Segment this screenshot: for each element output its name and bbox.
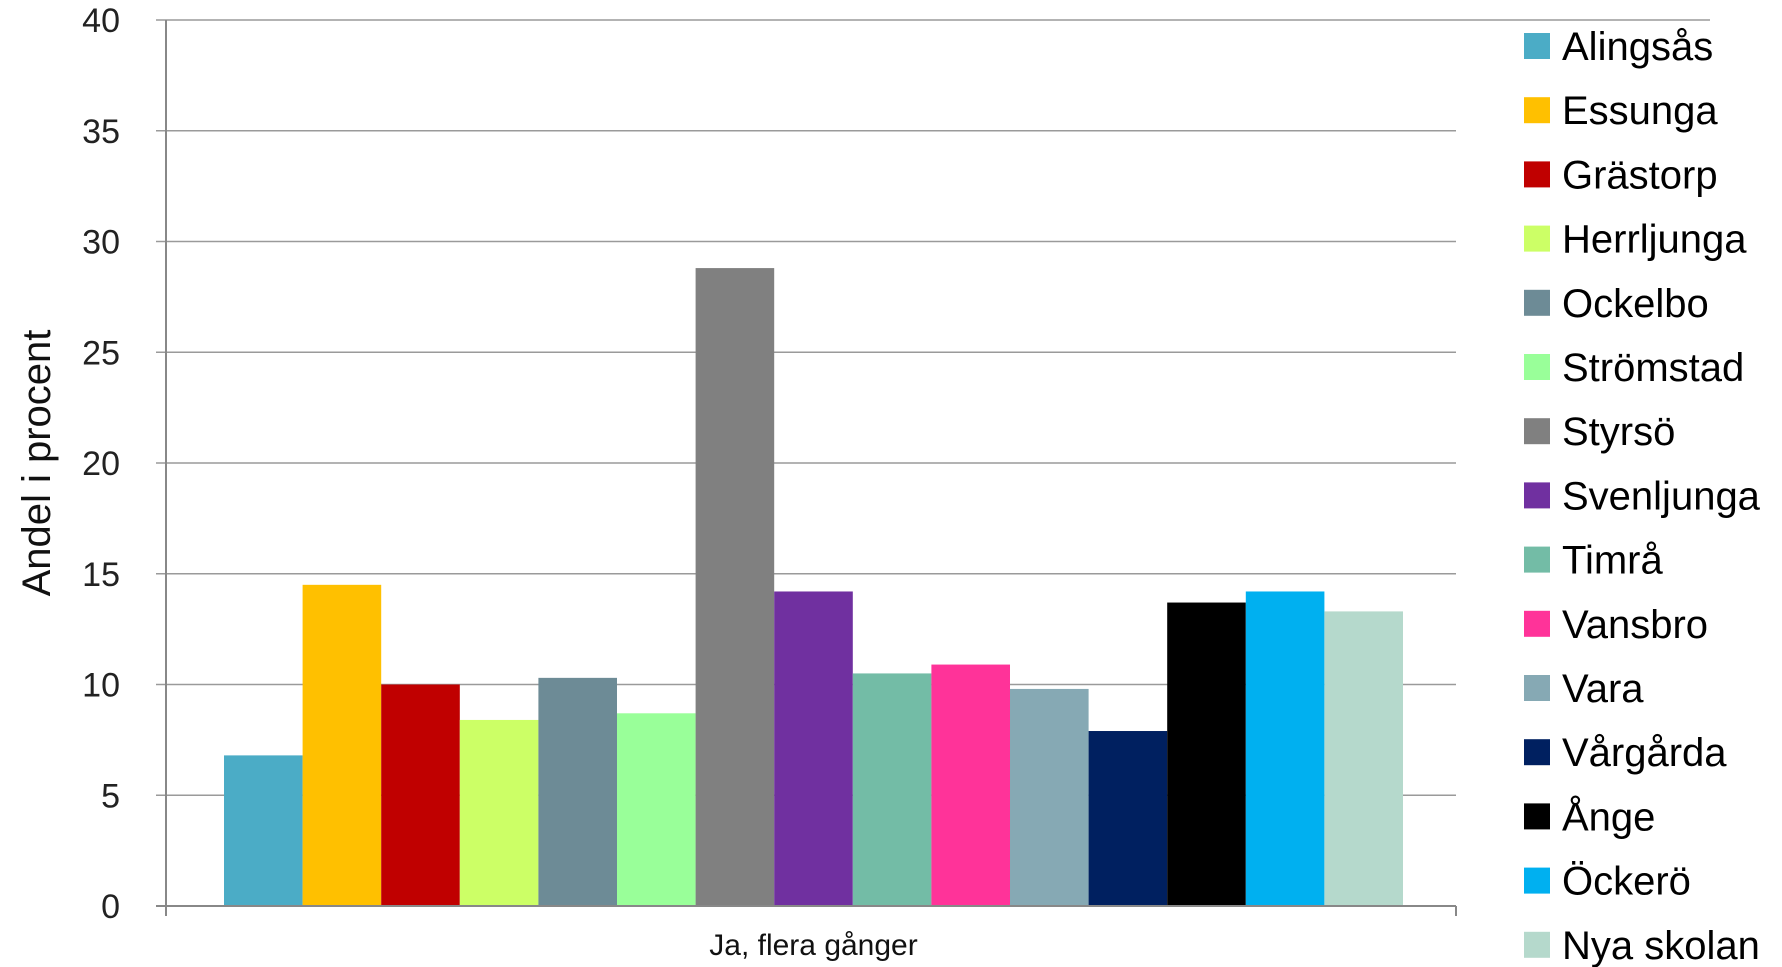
bar-svenljunga <box>774 591 853 906</box>
legend-swatch <box>1524 225 1550 252</box>
bar-herrljunga <box>459 719 539 906</box>
y-tick-label: 30 <box>82 224 120 262</box>
bar-strömstad <box>617 713 696 906</box>
x-category-label: Ja, flera gånger <box>709 929 917 962</box>
legend-swatch <box>1524 482 1550 509</box>
legend-label: Öckerö <box>1562 860 1691 904</box>
legend-swatch <box>1524 675 1550 701</box>
legend-label: Styrsö <box>1562 410 1675 454</box>
bar-grästorp <box>381 684 460 906</box>
legend-swatch <box>1524 97 1550 124</box>
bar-alingsås <box>224 755 303 906</box>
y-tick-label: 5 <box>101 777 120 815</box>
bar-ånge <box>1167 602 1246 906</box>
legend-label: Essunga <box>1562 89 1718 133</box>
bar-ockelbo <box>538 677 617 906</box>
legend-label: Alingsås <box>1562 25 1713 69</box>
legend-label: Vårgårda <box>1562 731 1727 775</box>
bar-styrsö <box>695 268 775 907</box>
legend-label: Nya skolan <box>1562 924 1760 967</box>
legend-label: Timrå <box>1562 539 1663 583</box>
y-tick-label: 15 <box>82 556 120 594</box>
legend-swatch <box>1524 610 1550 637</box>
y-tick-label: 10 <box>82 667 120 705</box>
legend-label: Vansbro <box>1562 603 1708 647</box>
legend-swatch <box>1524 354 1550 380</box>
legend-label: Ånge <box>1562 794 1655 839</box>
legend-swatch <box>1524 931 1550 958</box>
legend-label: Strömstad <box>1562 346 1744 390</box>
y-tick-label: 40 <box>82 2 120 40</box>
y-tick-labels: 0 5 10 15 20 25 30 35 40 <box>82 2 120 926</box>
legend-label: Ockelbo <box>1562 282 1709 326</box>
legend-swatch <box>1524 739 1550 766</box>
bar-vårgårda <box>1088 731 1168 906</box>
y-tick-label: 0 <box>101 888 120 926</box>
legend-swatch <box>1524 33 1550 59</box>
y-tick-label: 20 <box>82 445 120 483</box>
bar-timrå <box>852 673 932 906</box>
legend-swatch <box>1524 867 1550 894</box>
legend-label: Grästorp <box>1562 153 1718 197</box>
y-tick-label: 25 <box>82 334 120 372</box>
bars <box>224 268 1403 907</box>
axes <box>156 20 1457 916</box>
y-axis-title: Andel i procent <box>15 330 59 597</box>
bar-nya-skolan <box>1324 611 1403 906</box>
legend-swatch <box>1524 546 1550 573</box>
legend-swatch <box>1524 289 1550 316</box>
bar-öckerö <box>1245 591 1325 906</box>
x-category-labels: Ja, flera gånger <box>709 929 917 962</box>
legend-label: Vara <box>1562 667 1644 711</box>
legend-swatch <box>1524 418 1550 445</box>
legend-swatch <box>1524 803 1550 830</box>
bar-vara <box>1010 688 1089 906</box>
legend: Alingsås Essunga Grästorp Herrljunga Ockelbo… <box>1524 25 1761 967</box>
legend-swatch <box>1524 161 1550 188</box>
bar-essunga <box>302 584 382 906</box>
legend-label: Svenljunga <box>1562 474 1761 518</box>
bar-vansbro <box>931 664 1010 906</box>
legend-label: Herrljunga <box>1562 218 1747 262</box>
y-tick-label: 35 <box>82 113 120 151</box>
